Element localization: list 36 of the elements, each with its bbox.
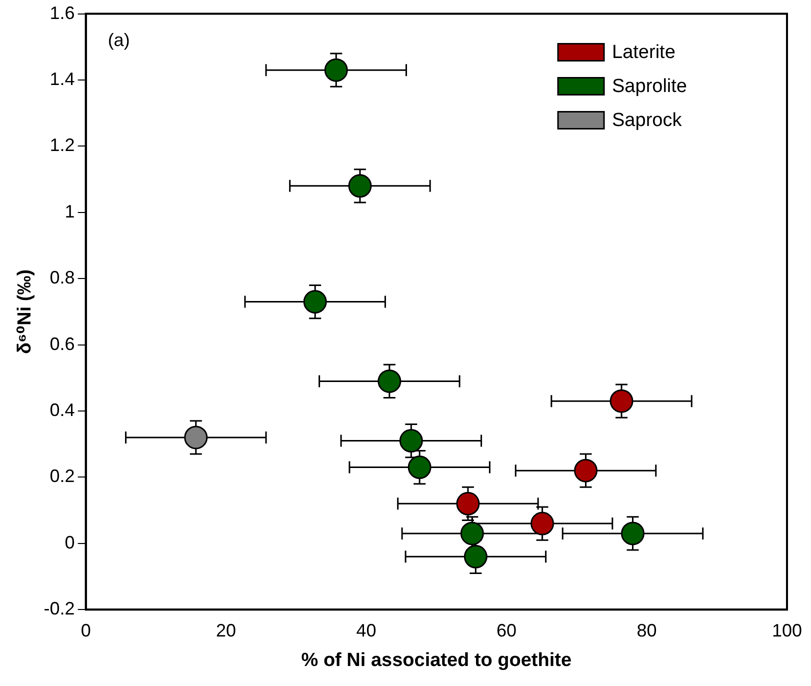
legend-label: Saprolite [612, 76, 688, 98]
y-tick-label: 0.6 [50, 334, 75, 354]
point [610, 389, 634, 413]
point [408, 456, 432, 480]
x-tick-label: 20 [216, 620, 236, 640]
y-axis-title: δ⁶⁰Ni (‰) [14, 269, 36, 354]
y-tick-label: 0.2 [50, 466, 75, 486]
point [574, 458, 598, 482]
y-tick-label: -0.2 [44, 598, 75, 619]
point [456, 492, 480, 516]
legend-label: Laterite [612, 42, 676, 64]
point [303, 290, 327, 314]
point [378, 369, 402, 393]
y-tick-label: 0.8 [50, 268, 75, 288]
y-tick-label: 0.4 [50, 400, 75, 420]
x-tick-label: 60 [496, 620, 517, 640]
point [184, 426, 208, 450]
point [464, 544, 488, 568]
y-tick-label: 1 [64, 201, 75, 222]
point [399, 429, 423, 453]
y-tick-label: 1.6 [50, 2, 75, 23]
x-tick-label: 100 [772, 620, 802, 640]
point [324, 58, 348, 82]
y-tick-label: 0 [64, 532, 75, 552]
y-tick-label: 1.4 [50, 68, 75, 89]
point [530, 512, 554, 536]
point [460, 522, 484, 546]
point [620, 522, 644, 546]
y-tick-label: 1.2 [50, 135, 75, 156]
point [348, 174, 372, 198]
legend-label: Saprock [612, 110, 682, 132]
x-tick-label: 80 [636, 620, 657, 640]
x-axis-title: % of Ni associated to goethite [301, 650, 572, 671]
x-tick-label: 40 [356, 620, 376, 640]
annotation: (a) [108, 30, 130, 50]
x-tick-label: 0 [80, 620, 91, 640]
